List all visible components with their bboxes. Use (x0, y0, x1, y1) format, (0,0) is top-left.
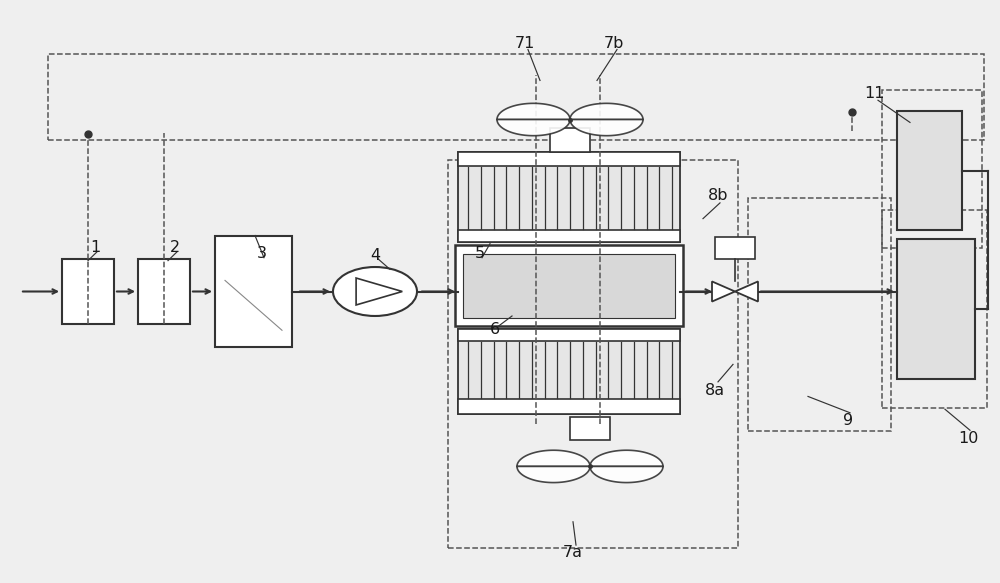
Polygon shape (570, 103, 643, 120)
Bar (448, 160, 738, 548)
Bar (48, 54, 984, 140)
Polygon shape (356, 278, 402, 305)
Bar (458, 152, 680, 166)
Bar (215, 236, 292, 347)
Text: 10: 10 (958, 431, 978, 446)
Bar (458, 399, 680, 414)
Polygon shape (497, 120, 570, 136)
Bar (550, 128, 590, 152)
Polygon shape (735, 282, 758, 301)
Text: 3: 3 (257, 246, 267, 261)
Polygon shape (517, 466, 590, 483)
Polygon shape (517, 450, 590, 466)
Bar (62, 259, 114, 324)
Text: 4: 4 (370, 248, 380, 263)
Text: 5: 5 (475, 246, 485, 261)
Bar (897, 239, 975, 379)
Bar (458, 329, 680, 414)
Bar (138, 259, 190, 324)
Bar (458, 152, 680, 242)
Bar (882, 210, 987, 408)
Text: 2: 2 (170, 240, 180, 255)
Text: 8b: 8b (708, 188, 728, 203)
Polygon shape (590, 466, 663, 483)
Bar (458, 329, 680, 341)
Bar (715, 237, 755, 259)
Bar (463, 254, 675, 318)
Polygon shape (712, 282, 735, 301)
Bar (897, 111, 962, 230)
Text: 9: 9 (843, 413, 853, 429)
Bar (882, 90, 982, 248)
Bar (455, 245, 683, 326)
Text: 8a: 8a (705, 383, 725, 398)
Text: 1: 1 (90, 240, 100, 255)
Bar (458, 230, 680, 242)
Polygon shape (570, 120, 643, 136)
Text: 6: 6 (490, 322, 500, 337)
Text: 11: 11 (865, 86, 885, 101)
Bar (748, 198, 891, 431)
Text: 7a: 7a (563, 545, 583, 560)
Polygon shape (590, 450, 663, 466)
Polygon shape (497, 103, 570, 120)
Circle shape (333, 267, 417, 316)
Bar (570, 417, 610, 440)
Text: 7b: 7b (604, 36, 624, 51)
Text: 71: 71 (515, 36, 535, 51)
